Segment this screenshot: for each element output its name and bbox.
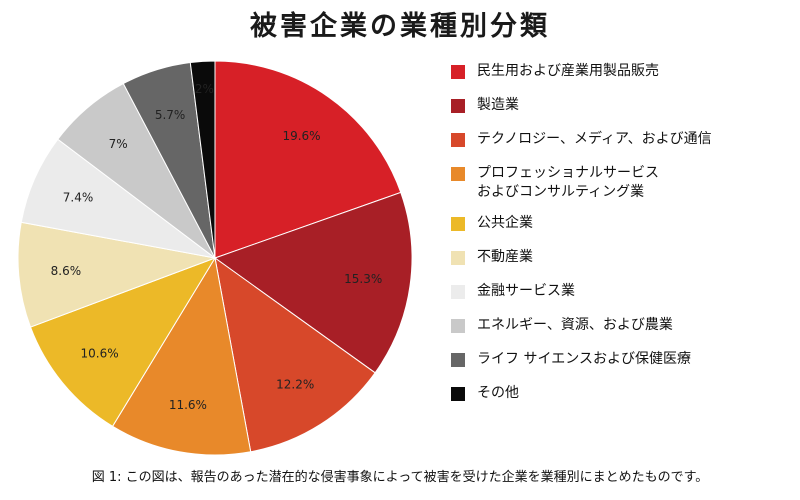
legend-swatch	[451, 167, 465, 181]
pie-slice	[213, 191, 413, 374]
slice-label: 15.3%	[344, 272, 382, 286]
figure-caption: 図 1: この図は、報告のあった潜在的な侵害事象によって被害を受けた企業を業種別…	[91, 470, 709, 485]
legend-item: プロフェッショナルサービス およびコンサルティング業	[451, 164, 796, 202]
legend-label: プロフェッショナルサービス およびコンサルティング業	[477, 165, 659, 200]
pie-slice	[29, 257, 217, 427]
legend-swatch	[451, 319, 465, 333]
slice-label: 7%	[109, 137, 128, 151]
legend-label: その他	[477, 385, 519, 401]
legend-swatch	[451, 65, 465, 79]
legend-item: その他	[451, 384, 796, 403]
slice-label: 12.2%	[276, 377, 314, 391]
pie-slice	[111, 256, 252, 456]
legend-label: 民生用および産業用製品販売	[477, 63, 659, 79]
legend-item: 民生用および産業用製品販売	[451, 62, 796, 81]
legend-item: ライフ サイエンスおよび保健医療	[451, 350, 796, 369]
legend-label: 不動産業	[477, 249, 533, 265]
legend-swatch	[451, 387, 465, 401]
slice-label: 5.7%	[155, 108, 186, 122]
legend-item: 金融サービス業	[451, 282, 796, 301]
legend-label: 金融サービス業	[477, 283, 575, 299]
legend-item: 不動産業	[451, 248, 796, 267]
slice-label: 2%	[195, 82, 214, 96]
slice-label: 8.6%	[51, 264, 82, 278]
legend: 民生用および産業用製品販売 製造業テクノロジー、メディア、および通信プロフェッショ…	[451, 62, 796, 418]
legend-item: エネルギー、資源、および農業	[451, 316, 796, 335]
legend-swatch	[451, 285, 465, 299]
legend-swatch	[451, 251, 465, 265]
legend-label: ライフ サイエンスおよび保健医療	[477, 351, 692, 367]
legend-swatch	[451, 217, 465, 231]
legend-swatch	[451, 99, 465, 113]
slice-label: 10.6%	[81, 346, 119, 360]
legend-label: テクノロジー、メディア、および通信	[477, 131, 712, 147]
legend-label: エネルギー、資源、および農業	[477, 317, 673, 333]
slice-label: 11.6%	[169, 398, 207, 412]
slice-label: 19.6%	[282, 129, 320, 143]
legend-label: 公共企業	[477, 215, 533, 231]
legend-item: テクノロジー、メディア、および通信	[451, 130, 796, 149]
legend-swatch	[451, 353, 465, 367]
pie-slice	[17, 221, 217, 328]
legend-label: 製造業	[477, 97, 519, 113]
pie-slice	[189, 60, 216, 259]
slice-label: 7.4%	[63, 191, 94, 205]
legend-item: 公共企業	[451, 214, 796, 233]
pie-slice	[214, 256, 376, 453]
legend-item: 製造業	[451, 96, 796, 115]
legend-swatch	[451, 133, 465, 147]
chart-title: 被害企業の業種別分類	[250, 11, 550, 42]
